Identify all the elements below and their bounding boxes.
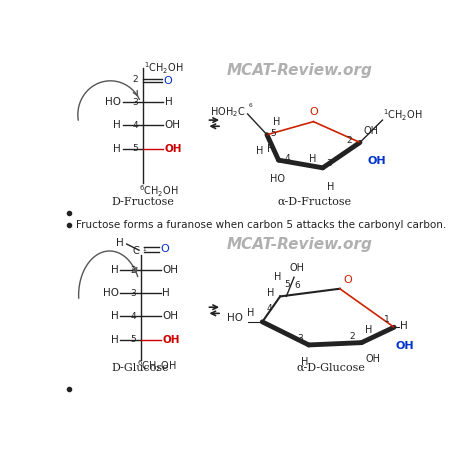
Text: D-Glucose: D-Glucose (112, 363, 169, 373)
Text: H: H (111, 265, 119, 275)
Text: 4: 4 (285, 154, 291, 163)
Text: Fructose forms a furanose when carbon 5 attacks the carbonyl carbon.: Fructose forms a furanose when carbon 5 … (76, 220, 447, 230)
Text: OH: OH (290, 263, 304, 273)
Text: H: H (162, 288, 170, 298)
Text: OH: OH (368, 156, 386, 166)
Text: O: O (343, 275, 352, 285)
Text: H: H (255, 145, 263, 155)
Text: 6: 6 (294, 281, 300, 290)
Text: MCAT-Review.org: MCAT-Review.org (227, 238, 373, 252)
Text: $^1$CH$_2$OH: $^1$CH$_2$OH (145, 60, 184, 75)
Text: H: H (164, 97, 173, 107)
Text: 2: 2 (350, 332, 356, 341)
Text: MCAT-Review.org: MCAT-Review.org (227, 63, 373, 78)
Text: $^6$CH$_2$OH: $^6$CH$_2$OH (139, 183, 179, 199)
Text: H: H (111, 312, 119, 321)
Text: H: H (327, 182, 334, 192)
Text: 2: 2 (130, 266, 136, 275)
Text: OH: OH (364, 126, 379, 136)
Text: O: O (161, 244, 170, 255)
Text: H: H (365, 325, 373, 335)
Text: O: O (309, 107, 318, 117)
Text: α-D-Fructose: α-D-Fructose (278, 197, 352, 207)
Text: H: H (309, 154, 317, 164)
Text: H: H (247, 308, 255, 318)
Text: $^1$CH$_2$OH: $^1$CH$_2$OH (383, 108, 423, 123)
Text: H: H (113, 144, 121, 154)
Text: 2: 2 (133, 75, 138, 84)
Text: 4: 4 (133, 121, 138, 130)
Text: 1: 1 (383, 315, 390, 324)
Text: H: H (111, 335, 119, 344)
Text: H: H (116, 238, 124, 247)
Text: OH: OH (164, 144, 182, 154)
Text: OH: OH (162, 312, 178, 321)
Text: HO: HO (227, 313, 243, 323)
Text: OH: OH (164, 120, 181, 131)
Text: C: C (132, 246, 139, 256)
Text: 5: 5 (284, 280, 290, 289)
Text: α-D-Glucose: α-D-Glucose (296, 363, 365, 373)
Text: 3: 3 (327, 159, 332, 168)
Text: H: H (400, 321, 408, 331)
Text: 3: 3 (133, 98, 138, 107)
Text: $^1$: $^1$ (142, 247, 147, 255)
Text: HO: HO (105, 97, 121, 107)
Text: HO: HO (270, 174, 284, 184)
Text: 5: 5 (130, 335, 136, 344)
Text: 4: 4 (266, 304, 272, 313)
Text: H: H (113, 120, 121, 131)
Text: H: H (273, 117, 281, 127)
Text: H: H (266, 288, 274, 298)
Text: OH: OH (396, 341, 414, 351)
Text: $^6$: $^6$ (247, 102, 253, 111)
Text: $^6$CH$_2$OH: $^6$CH$_2$OH (137, 359, 176, 374)
Text: 5: 5 (270, 129, 276, 138)
Text: D-Fructose: D-Fructose (111, 197, 174, 207)
Text: 3: 3 (130, 289, 136, 298)
Text: 2: 2 (346, 136, 352, 145)
Text: OH: OH (162, 335, 180, 344)
Text: 5: 5 (133, 144, 138, 153)
Text: H: H (267, 144, 275, 154)
Text: 3: 3 (297, 334, 302, 343)
Text: 4: 4 (130, 312, 136, 321)
Text: HOH$_2$C: HOH$_2$C (210, 105, 245, 119)
Text: OH: OH (162, 265, 178, 275)
Text: O: O (163, 76, 172, 86)
Text: HO: HO (103, 288, 119, 298)
Text: OH: OH (365, 354, 380, 364)
Text: H: H (274, 272, 282, 282)
Text: H: H (301, 357, 309, 367)
